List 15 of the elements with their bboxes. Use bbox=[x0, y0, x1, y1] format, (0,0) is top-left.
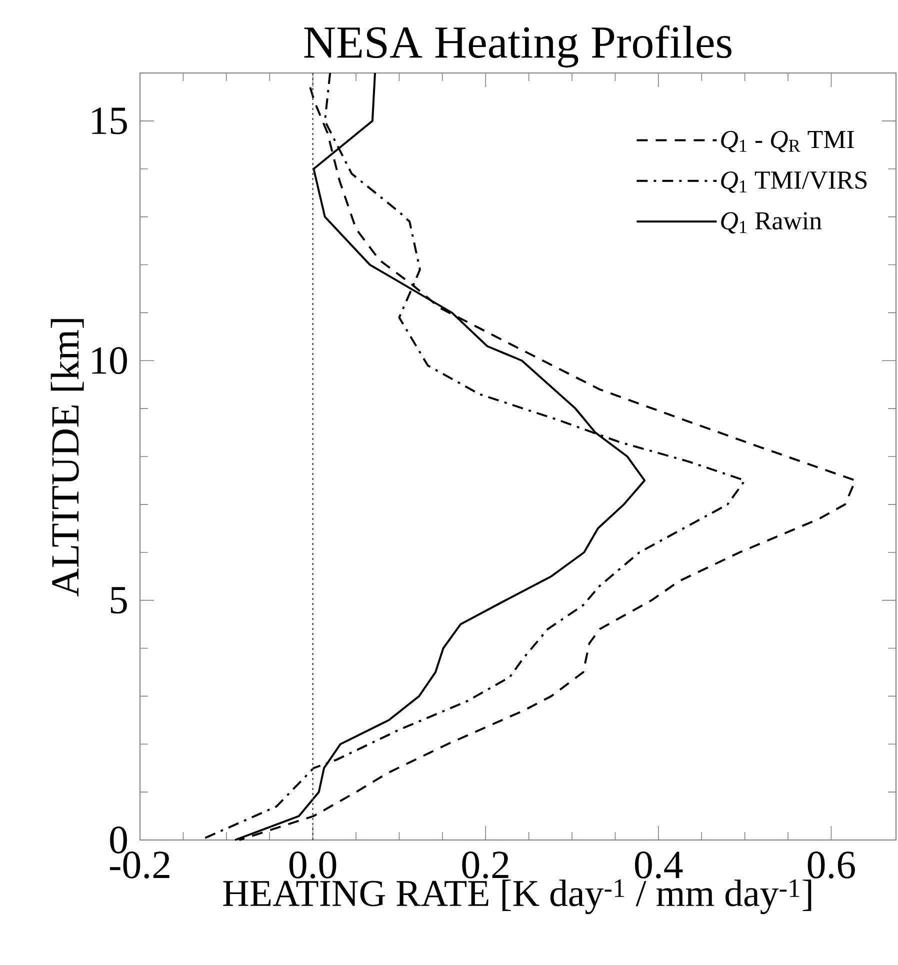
y-axis-title: ALTITUDE [km] bbox=[50, 319, 84, 596]
y-tick-label: 0 bbox=[110, 826, 127, 854]
legend-label: Q$_{1}$ TMI/VIRS bbox=[721, 171, 867, 193]
x-axis-title: HEATING RATE [K day$^{-1}$ / mm day$^{-1}$] bbox=[223, 879, 812, 914]
y-tick-label: 10 bbox=[92, 347, 127, 374]
x-tick-label: 0.0 bbox=[289, 852, 336, 879]
x-tick-label: -0.2 bbox=[110, 852, 170, 879]
legend-label: Q$_{1}$ - Q$_{R}$ TMI bbox=[721, 130, 854, 152]
x-tick-label: 0.2 bbox=[462, 852, 508, 879]
y-tick-label: 15 bbox=[92, 108, 127, 134]
x-tick-label: 0.6 bbox=[808, 852, 855, 879]
x-tick-label: 0.4 bbox=[635, 852, 683, 879]
legend-label: Q$_{1}$ Rawin bbox=[721, 212, 822, 234]
y-tick-label: 5 bbox=[110, 587, 127, 614]
chart-title: NESA Heating Profiles bbox=[304, 25, 732, 68]
